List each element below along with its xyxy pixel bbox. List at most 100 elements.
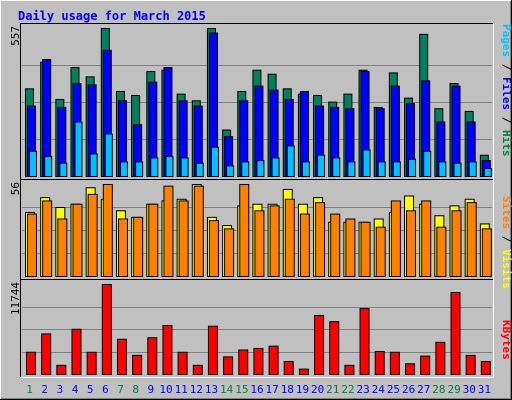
kbytes-bar xyxy=(192,364,203,375)
sites-bar xyxy=(57,218,68,277)
plot-layer: 557 56 11744 Pages / Files / Hits Sites / Vi… xyxy=(9,23,512,396)
sites-bar xyxy=(163,185,174,277)
day-label: 18 xyxy=(281,383,294,396)
kbytes-bar xyxy=(359,308,370,375)
chart-title: Daily usage for March 2015 xyxy=(18,9,206,23)
pages-bar xyxy=(286,145,295,178)
kbytes-bar xyxy=(56,364,67,375)
sites-bar xyxy=(375,226,386,277)
day-label: 12 xyxy=(190,383,203,396)
pages-bar xyxy=(483,168,492,178)
sites-bar xyxy=(390,200,401,277)
pages-bar xyxy=(74,121,83,178)
legend-item-sites: Sites xyxy=(500,196,512,229)
day-label: 19 xyxy=(296,383,309,396)
day-label: 8 xyxy=(132,383,139,396)
sites-bar xyxy=(208,220,219,277)
legend-item-pages: Pages xyxy=(500,24,512,57)
kbytes-bar xyxy=(26,351,36,375)
day-label: 6 xyxy=(102,383,109,396)
sites-bar xyxy=(239,184,250,277)
sites-bar xyxy=(148,203,159,277)
panel-hits-files-pages-bars xyxy=(25,28,492,178)
kbytes-bar xyxy=(238,349,249,375)
kbytes-bar xyxy=(41,333,52,375)
day-label: 3 xyxy=(57,383,64,396)
kbytes-bar xyxy=(268,345,279,375)
day-label: 26 xyxy=(402,383,415,396)
pages-bar xyxy=(377,161,386,178)
pages-bar xyxy=(150,157,159,178)
legend-item-visits: Visits xyxy=(500,249,512,289)
sites-bar xyxy=(360,221,371,278)
day-label: 29 xyxy=(447,383,460,396)
kbytes-bar xyxy=(101,284,112,375)
pages-bar xyxy=(453,162,462,177)
pages-bar xyxy=(180,157,189,178)
kbytes-bar xyxy=(147,337,158,376)
sites-bar xyxy=(224,228,235,278)
pages-bar xyxy=(408,158,417,178)
pages-bar xyxy=(59,162,68,177)
sites-bar xyxy=(87,193,98,278)
kbytes-bar xyxy=(465,354,476,375)
pages-bar xyxy=(104,133,113,178)
sites-bar xyxy=(421,200,432,277)
day-label: 1 xyxy=(26,383,33,396)
kbytes-bar xyxy=(86,351,97,375)
sites-bar xyxy=(27,213,37,277)
day-label: 28 xyxy=(432,383,445,396)
day-label: 17 xyxy=(266,383,279,396)
day-label: 20 xyxy=(311,383,324,396)
sites-bar xyxy=(330,213,341,277)
pages-bar xyxy=(317,154,326,178)
pages-bar xyxy=(332,157,341,178)
day-label: 7 xyxy=(117,383,124,396)
legend-top: Pages / Files / Hits xyxy=(500,24,512,157)
day-label: 9 xyxy=(148,383,155,396)
pages-bar xyxy=(392,161,401,178)
day-label: 27 xyxy=(417,383,430,396)
kbytes-bar xyxy=(298,368,309,376)
pages-bar xyxy=(468,161,477,178)
sites-bar xyxy=(269,205,280,278)
day-label: 13 xyxy=(205,383,218,396)
sites-bar xyxy=(481,228,492,278)
panel-kbytes-ymax-label: 11744 xyxy=(9,282,22,315)
day-label: 14 xyxy=(220,383,234,396)
sites-bar xyxy=(451,210,462,278)
day-label: 23 xyxy=(357,383,370,396)
pages-bar xyxy=(256,160,265,177)
kbytes-bar xyxy=(374,351,385,375)
day-label: 30 xyxy=(463,383,476,396)
pages-bar xyxy=(195,162,204,177)
pages-bar xyxy=(423,150,432,177)
pages-bar xyxy=(135,161,144,178)
kbytes-bar xyxy=(329,321,340,376)
day-label: 4 xyxy=(72,383,79,396)
legend-separator: / xyxy=(500,110,512,130)
kbytes-bar xyxy=(71,328,82,376)
kbytes-bar xyxy=(389,351,400,375)
sites-bar xyxy=(102,184,113,277)
day-label: 5 xyxy=(87,383,94,396)
legend-item-files: Files xyxy=(500,77,512,110)
kbytes-bar xyxy=(344,364,355,375)
pages-bar xyxy=(362,149,371,177)
pages-bar xyxy=(165,156,174,177)
sites-bar xyxy=(193,185,204,277)
day-label: 10 xyxy=(159,383,172,396)
pages-bar xyxy=(241,161,250,178)
panel-hits-files-pages-ymax-label: 557 xyxy=(9,26,22,46)
panel-visits-sites-bars xyxy=(25,184,492,278)
legend-middle: Sites / Visits xyxy=(500,196,512,289)
panel-visits-sites-ymax-label: 56 xyxy=(9,182,22,195)
pages-bar xyxy=(89,153,98,177)
legend-bottom: KBytes xyxy=(500,320,512,360)
legend-item-hits: Hits xyxy=(500,130,512,157)
legend-item-kbytes: KBytes xyxy=(500,320,512,360)
kbytes-bar xyxy=(223,356,234,376)
sites-bar xyxy=(436,226,447,277)
pages-bar xyxy=(44,156,53,177)
